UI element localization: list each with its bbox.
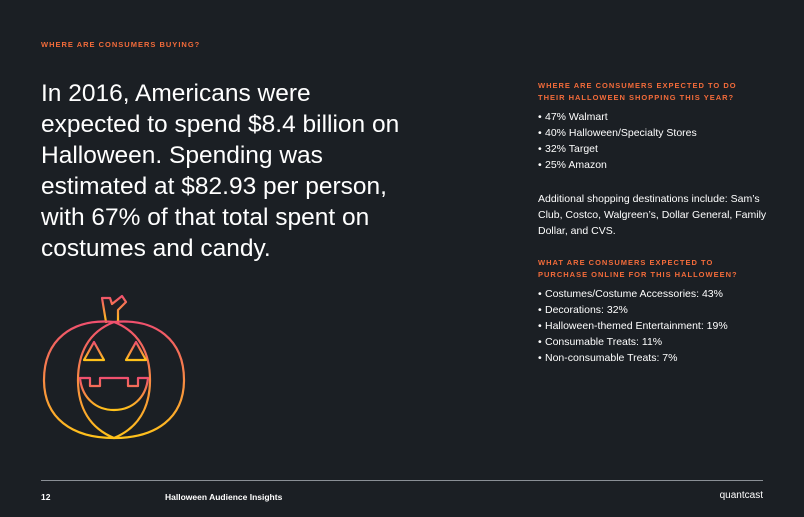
list-item: • 25% Amazon	[538, 159, 607, 171]
list-item: • Non-consumable Treats: 7%	[538, 352, 678, 364]
right-column: WHERE ARE CONSUMERS EXPECTED TO DO THEIR…	[538, 80, 768, 366]
page-number: 12	[41, 492, 51, 502]
jack-o-lantern-icon	[42, 294, 186, 440]
list-item-text: Halloween-themed Entertainment: 19%	[545, 320, 728, 332]
list-item: • Halloween-themed Entertainment: 19%	[538, 320, 728, 332]
headline: In 2016, Americans were expected to spen…	[41, 80, 400, 262]
section2-title: WHAT ARE CONSUMERS EXPECTED TO PURCHASE …	[538, 257, 768, 281]
list-item-text: 25% Amazon	[545, 159, 607, 171]
section2-title-line1: WHAT ARE CONSUMERS EXPECTED TO	[538, 258, 714, 267]
list-item: • 47% Walmart	[538, 111, 608, 123]
list-item: • 40% Halloween/Specialty Stores	[538, 127, 697, 139]
brand-logo: quantcast	[719, 490, 763, 501]
section-kicker: WHERE ARE CONSUMERS BUYING?	[41, 40, 201, 49]
footer-divider	[41, 480, 763, 481]
list-item-text: Decorations: 32%	[545, 304, 628, 316]
section1-title-line1: WHERE ARE CONSUMERS EXPECTED TO DO	[538, 81, 737, 90]
list-item: • Consumable Treats: 11%	[538, 336, 663, 348]
section2-list: • Costumes/Costume Accessories: 43% • Deco…	[538, 286, 768, 366]
list-item-text: 40% Halloween/Specialty Stores	[545, 127, 697, 139]
list-item: • Costumes/Costume Accessories: 43%	[538, 288, 723, 300]
list-item: • Decorations: 32%	[538, 304, 628, 316]
list-item-text: Costumes/Costume Accessories: 43%	[545, 288, 723, 300]
list-item: • 32% Target	[538, 143, 598, 155]
list-item-text: 32% Target	[545, 143, 598, 155]
list-item-text: 47% Walmart	[545, 111, 608, 123]
list-item-text: Non-consumable Treats: 7%	[545, 352, 678, 364]
section1-title: WHERE ARE CONSUMERS EXPECTED TO DO THEIR…	[538, 80, 768, 104]
section1-title-line2: THEIR HALLOWEEN SHOPPING THIS YEAR?	[538, 93, 735, 102]
section2-title-line2: PURCHASE ONLINE FOR THIS HALLOWEEN?	[538, 270, 738, 279]
document-title: Halloween Audience Insights	[165, 492, 283, 502]
list-item-text: Consumable Treats: 11%	[545, 336, 663, 348]
section1-list: • 47% Walmart • 40% Halloween/Specialty St…	[538, 109, 768, 173]
shopping-destinations-paragraph: Additional shopping destinations include…	[538, 193, 767, 237]
